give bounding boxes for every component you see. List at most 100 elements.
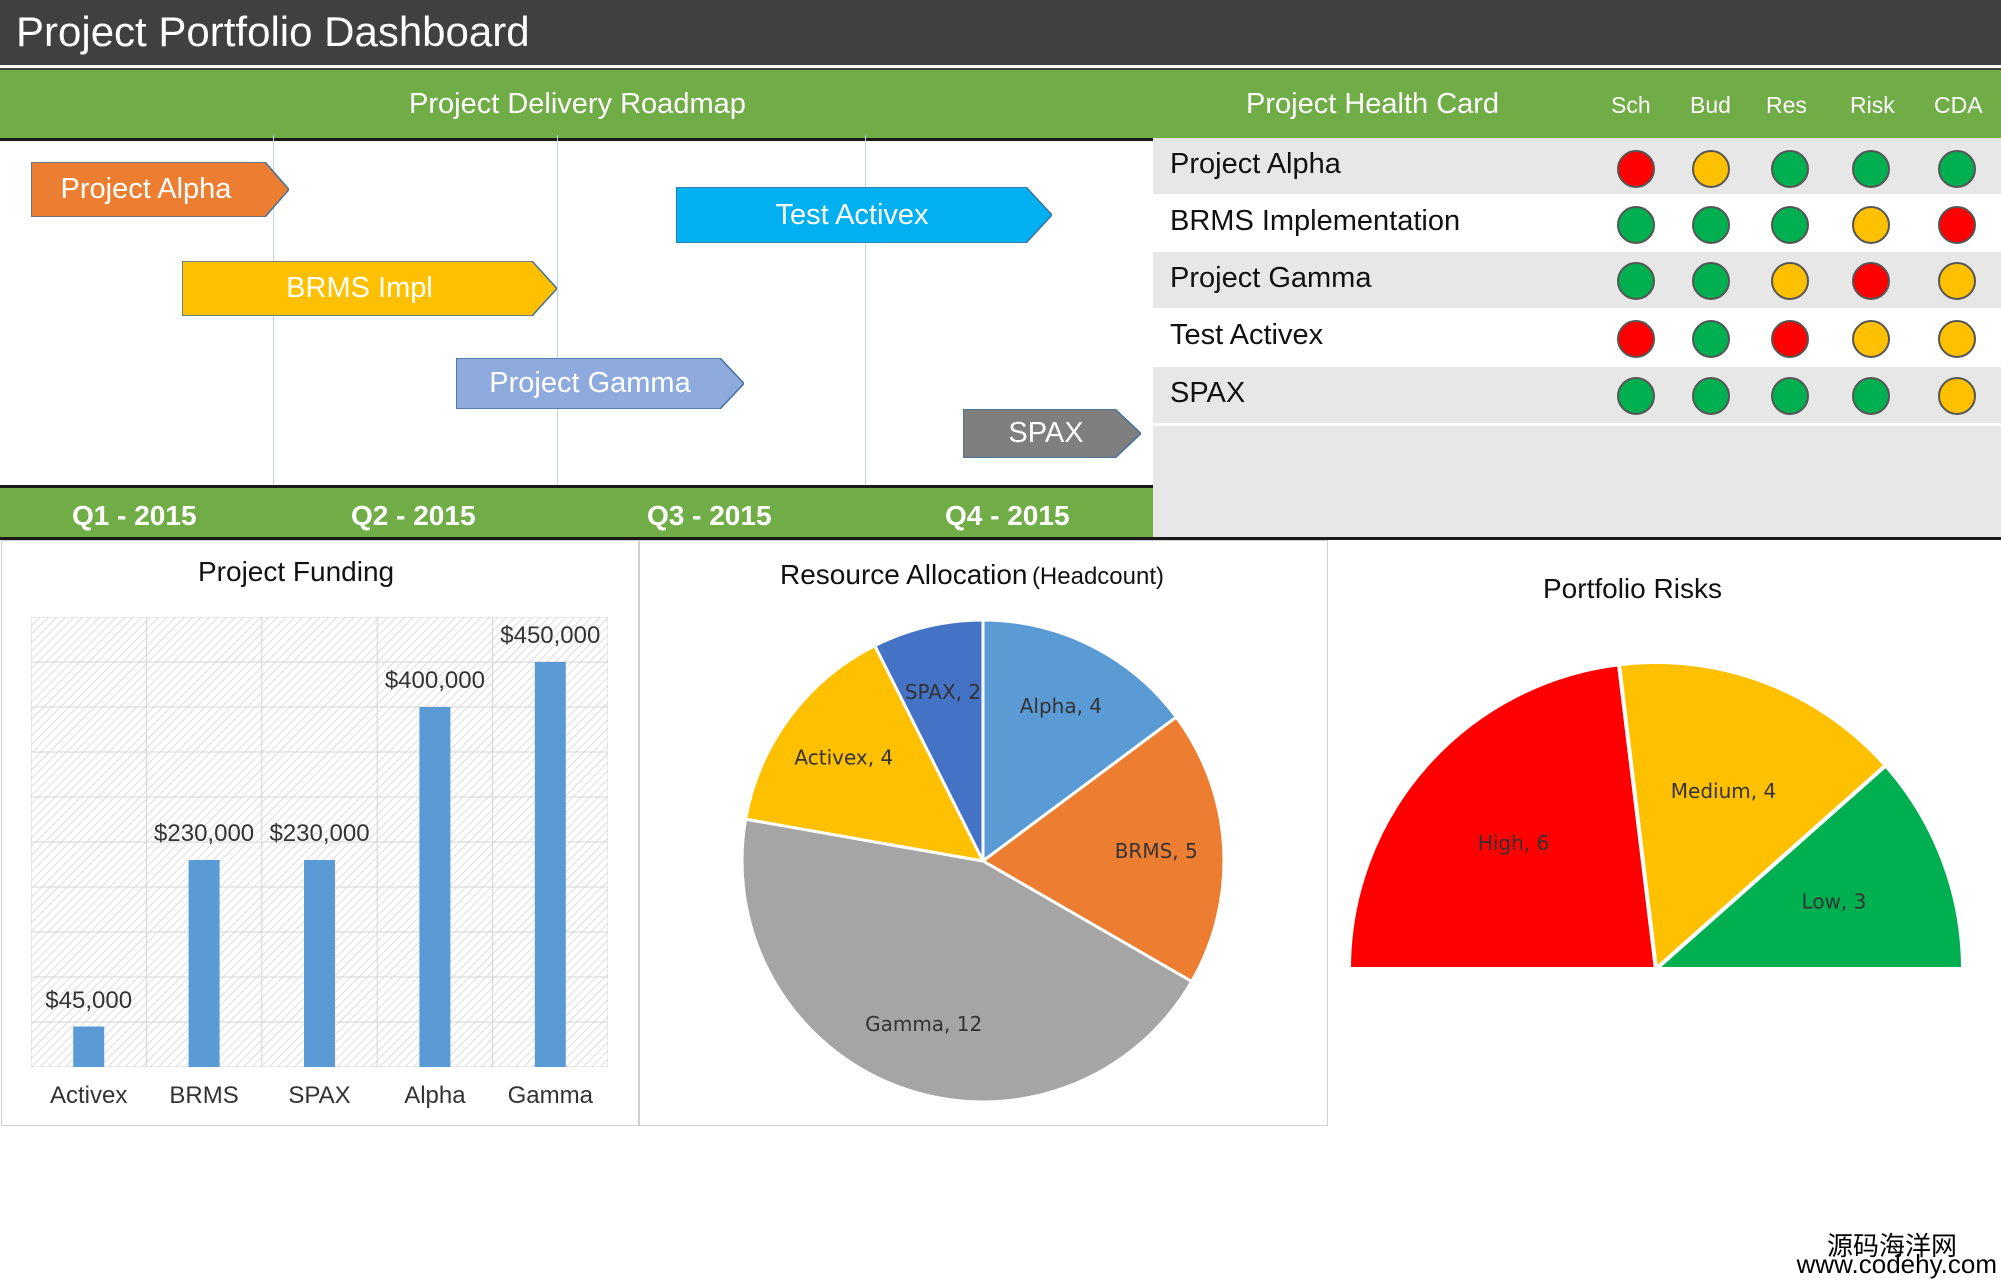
resource-chart-title: Resource Allocation (Headcount) [780,559,1164,591]
watermark-url[interactable]: www.codehy.com [1796,1249,1997,1279]
health-col-res: Res [1766,92,1807,118]
status-dot-green [1771,377,1809,415]
status-dot-red [1617,150,1655,188]
status-dot-green [1771,150,1809,188]
roadmap-bar-spax[interactable]: SPAX [963,409,1141,458]
pie-slice-label: SPAX, 2 [905,680,981,704]
health-card-title: Project Health Card [1246,88,1500,120]
page-title: Project Portfolio Dashboard [16,8,530,55]
status-dot-red [1852,262,1890,300]
category-label: BRMS [169,1082,239,1109]
health-col-cda: CDA [1934,92,1983,118]
gauge-slice-label: Low, 3 [1802,890,1867,914]
status-dot-green [1938,150,1976,188]
bar-value-label: $230,000 [269,820,370,847]
health-row-label: SPAX [1170,377,1246,409]
status-dot-green [1852,150,1890,188]
category-label: Alpha [404,1082,466,1109]
pie-slice-label: BRMS, 5 [1115,839,1198,863]
health-row-spax[interactable]: SPAX [1153,367,2001,423]
pie-slice [743,643,986,863]
health-row-label: Project Gamma [1170,262,1372,294]
section-header-band: Project Delivery Roadmap Project Health … [0,70,2001,138]
pie-slice [980,714,1226,984]
status-dot-amber [1692,150,1730,188]
status-dot-green [1692,320,1730,358]
status-dot-red [1938,206,1976,244]
quarter-label: Q1 - 2015 [72,500,197,531]
quarter-label: Q2 - 2015 [351,500,476,531]
pie-slice-label: Activex, 4 [794,745,893,769]
roadmap-bar-label: Test Activex [775,198,929,231]
pie-slice [740,817,1194,1104]
status-dot-amber [1938,377,1976,415]
bar-brms [188,860,220,1067]
title-rule [0,65,2001,70]
quarter-divider [865,135,866,485]
resource-title-suffix: (Headcount) [1031,563,1165,590]
resource-title-main: Resource Allocation [780,559,1028,590]
roadmap-title: Project Delivery Roadmap [409,88,746,120]
status-dot-amber [1938,320,1976,358]
gauge-slice [1616,660,1889,974]
roadmap-bar-label: Project Gamma [489,367,691,399]
status-dot-green [1617,206,1655,244]
gauge-slice-label: High, 6 [1478,831,1549,855]
bar-value-label: $450,000 [500,622,601,649]
watermark-text: 源码海洋网 [1826,1231,1957,1261]
resource-pie: Alpha, 4 BRMS, 5 Gamma, 12 Activex, 4 SPAX, … [740,618,1226,1104]
risks-chart-title: Portfolio Risks [1543,573,1722,604]
section-divider [0,537,2001,540]
gauge-slice [1346,662,1659,971]
pie-slice-label: Alpha, 4 [1020,694,1102,718]
health-row-label: Test Activex [1170,319,1324,351]
pie-slice [872,618,985,862]
status-dot-red [1771,320,1809,358]
status-dot-amber [1852,320,1890,358]
pie-slice-label: Gamma, 12 [865,1012,982,1036]
roadmap-bar-label: Project Alpha [60,173,232,205]
status-dot-green [1852,377,1890,415]
status-dot-amber [1771,262,1809,300]
status-dot-green [1692,377,1730,415]
funding-chart-title: Project Funding [198,556,395,587]
quarter-timeline: Q1 - 2015 Q2 - 2015 Q3 - 2015 Q4 - 2015 [0,485,1153,537]
funding-plot [31,617,608,1067]
health-card-footer [1153,426,2001,537]
pie-slice [981,618,1179,864]
status-dot-green [1692,262,1730,300]
bar-value-label: $400,000 [384,667,485,694]
bar-value-label: $45,000 [45,986,133,1014]
status-dot-green [1617,262,1655,300]
quarter-divider [557,135,558,485]
status-dot-green [1692,206,1730,244]
bar-spax [304,860,335,1067]
status-dot-green [1617,377,1655,415]
gauge-slice-label: Medium, 4 [1671,779,1776,803]
roadmap-bar-brms-impl[interactable]: BRMS Impl [182,261,557,316]
category-label: Activex [50,1082,128,1109]
quarter-label: Q3 - 2015 [647,500,772,531]
title-bar: Project Portfolio Dashboard [0,0,2001,65]
quarter-label: Q4 - 2015 [945,500,1070,531]
status-dot-amber [1852,206,1890,244]
health-row-label: BRMS Implementation [1170,205,1461,237]
roadmap-bar-label: BRMS Impl [286,272,433,304]
roadmap-bar-project-alpha[interactable]: Project Alpha [31,162,289,217]
funding-panel [1,540,639,1126]
category-label: Gamma [507,1082,593,1109]
health-col-bud: Bud [1690,92,1731,118]
roadmap-bar-project-gamma[interactable]: Project Gamma [456,358,744,409]
roadmap-bar-test-activex[interactable]: Test Activex [676,187,1052,243]
health-row-label: Project Alpha [1170,148,1341,180]
status-dot-red [1617,320,1655,358]
roadmap-bar-label: SPAX [1008,417,1084,449]
category-label: SPAX [288,1082,351,1109]
health-col-risk: Risk [1850,92,1895,118]
gauge-slice [1650,762,1966,971]
risks-gauge: High, 6 Medium, 4 Low, 3 [1346,660,1966,974]
status-dot-amber [1938,262,1976,300]
health-col-sch: Sch [1611,92,1651,118]
roadmap-area [0,138,1153,485]
bar-gamma [534,662,566,1067]
